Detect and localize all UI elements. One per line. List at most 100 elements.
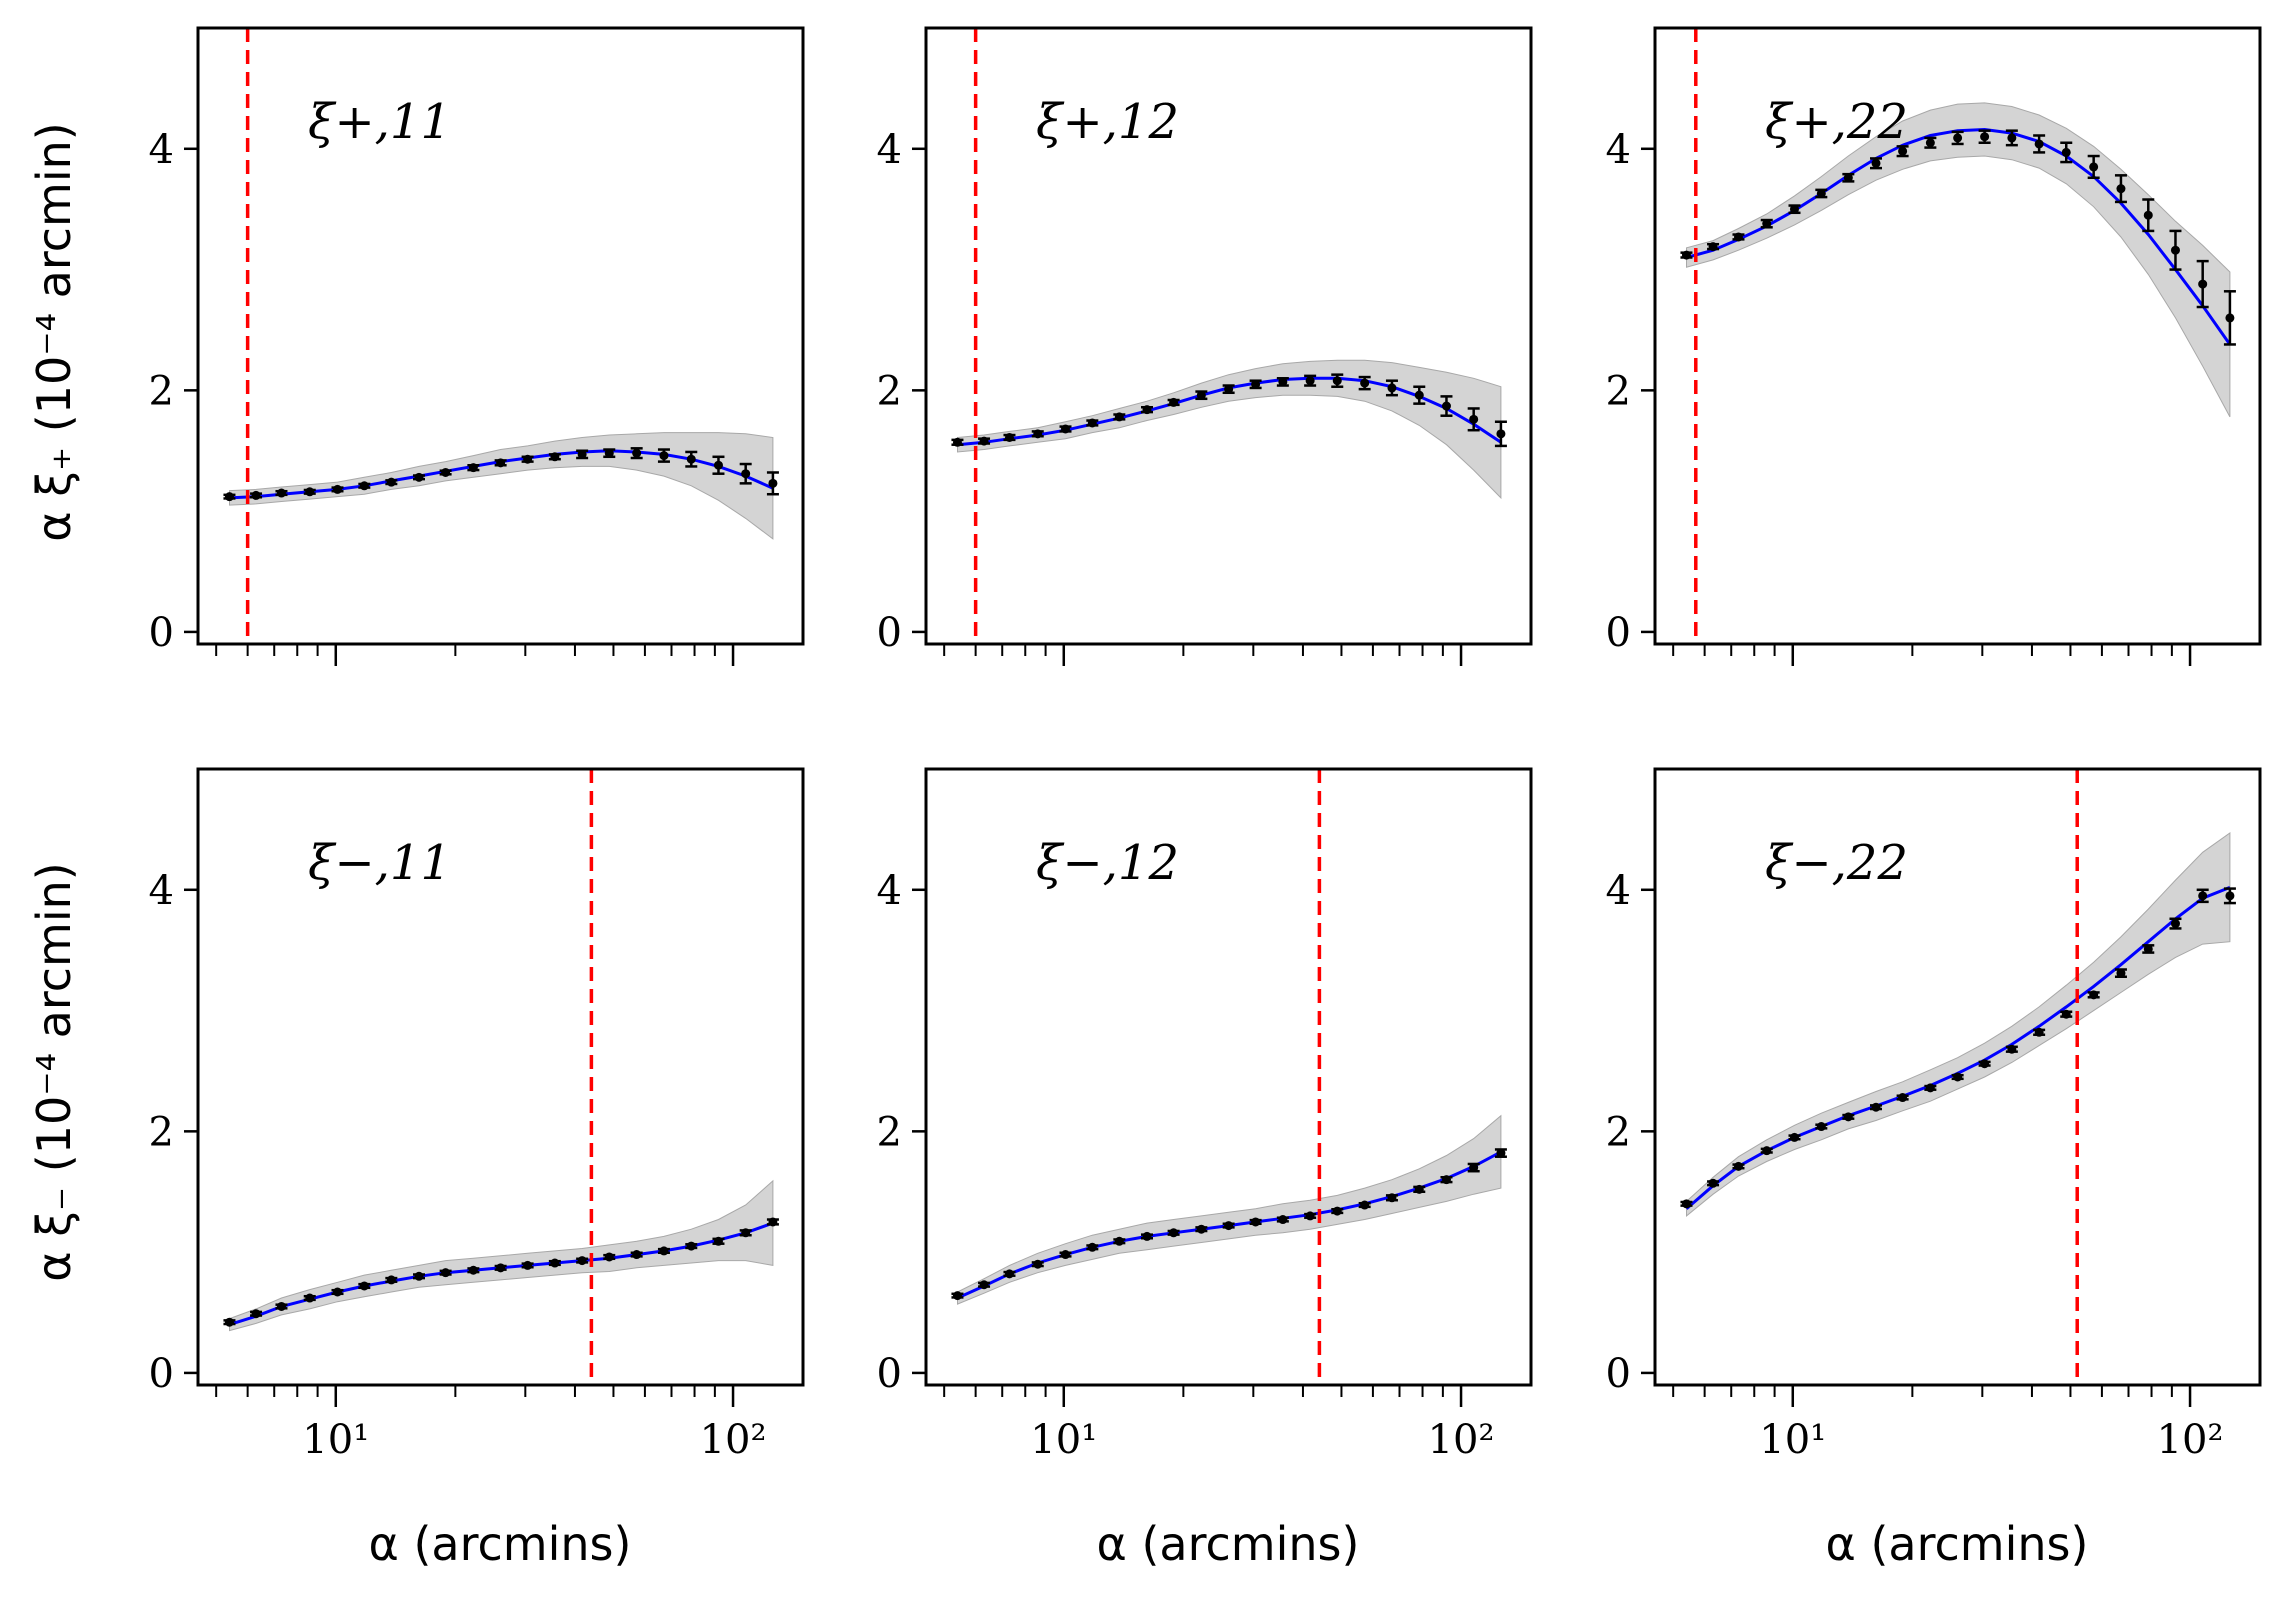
data-point [1360, 1200, 1370, 1210]
data-point [414, 1271, 424, 1281]
data-point [2225, 891, 2235, 901]
data-point [741, 1228, 751, 1238]
data-point [1387, 1193, 1397, 1203]
ytick-label: 2 [877, 1109, 902, 1155]
data-point [1004, 1269, 1014, 1279]
panel-5: 0 2 4 10¹ 10² ξ−,22 [1606, 767, 2262, 1463]
data-point [523, 1260, 533, 1270]
data-point [468, 1265, 478, 1275]
data-point [2061, 147, 2071, 157]
xtick-label: 10² [2157, 1417, 2224, 1463]
data-point [1278, 377, 1288, 387]
data-point [386, 1275, 396, 1285]
data-point [359, 1281, 369, 1291]
data-point [1762, 1146, 1772, 1156]
data-point [1496, 1148, 1506, 1158]
panel-2: 0 2 4 ξ+,22 [1606, 26, 2262, 666]
xtick-label: 10¹ [1759, 1417, 1826, 1463]
data-point [1871, 158, 1881, 168]
data-point [1305, 376, 1315, 386]
data-point [1114, 412, 1124, 422]
data-point [224, 492, 234, 502]
ytick-label: 4 [1606, 127, 1631, 173]
data-point [2198, 891, 2208, 901]
data-point [332, 484, 342, 494]
data-point [441, 1268, 451, 1278]
data-point [1953, 133, 1963, 143]
data-point [604, 448, 614, 458]
data-point [1087, 418, 1097, 428]
data-point [305, 487, 315, 497]
data-point [1033, 429, 1043, 439]
data-point [2170, 919, 2180, 929]
ytick-label: 2 [149, 368, 174, 414]
data-point [741, 469, 751, 479]
panel-0: 0 2 4 ξ+,11 [149, 26, 805, 666]
data-point [1332, 376, 1342, 386]
data-point [577, 449, 587, 459]
data-point [713, 1236, 723, 1246]
data-point [1414, 1184, 1424, 1194]
plot-frame [924, 26, 1533, 646]
ytick-label: 0 [149, 1351, 174, 1397]
uncertainty-band [957, 359, 1502, 500]
data-point [979, 436, 989, 446]
panels-group: 0 2 4 ξ+,11 0 2 4 ξ+,12 0 2 4 ξ+,22 0 2 4 10¹ 10² ξ−,11 0 2… [149, 26, 2262, 1463]
data-point [1142, 405, 1152, 415]
data-point [2007, 133, 2017, 143]
data-point [659, 451, 669, 461]
data-point [2225, 313, 2235, 323]
data-point [2143, 944, 2153, 954]
ytick-label: 2 [1606, 1109, 1631, 1155]
plot-frame [1653, 26, 2262, 646]
data-point [1843, 173, 1853, 183]
ytick-label: 2 [877, 368, 902, 414]
data-point [952, 437, 962, 447]
panel-4: 0 2 4 10¹ 10² ξ−,12 [877, 767, 1533, 1463]
data-point [768, 478, 778, 488]
data-point [1196, 390, 1206, 400]
data-point [632, 448, 642, 458]
data-point [1980, 1059, 1990, 1069]
panel-label: ξ+,22 [1765, 94, 1908, 150]
data-point [1360, 378, 1370, 388]
uncertainty-band [1686, 102, 2231, 418]
ytick-label: 0 [877, 610, 902, 656]
data-point [2007, 1044, 2017, 1054]
data-point [1733, 232, 1743, 242]
data-point [659, 1246, 669, 1256]
data-point [1898, 146, 1908, 156]
data-point [386, 477, 396, 487]
data-point [1469, 414, 1479, 424]
data-point [1816, 1122, 1826, 1132]
data-point [276, 1301, 286, 1311]
data-point [2089, 990, 2099, 1000]
data-point [332, 1287, 342, 1297]
data-point [2170, 245, 2180, 255]
data-point [1224, 384, 1234, 394]
ytick-label: 0 [1606, 610, 1631, 656]
panel-label: ξ−,11 [308, 835, 451, 891]
ytick-label: 4 [877, 868, 902, 914]
uncertainty-band [229, 432, 774, 540]
panel-label: ξ−,22 [1765, 835, 1908, 891]
ytick-label: 0 [877, 1351, 902, 1397]
data-point [952, 1291, 962, 1301]
data-point [1060, 424, 1070, 434]
data-point [1305, 1211, 1315, 1221]
plot-frame [924, 767, 1533, 1387]
data-point [1332, 1206, 1342, 1216]
plot-frame [196, 767, 805, 1387]
data-point [1733, 1161, 1743, 1171]
data-point [713, 460, 723, 470]
data-point [1708, 242, 1718, 252]
panel-3: 0 2 4 10¹ 10² ξ−,11 [149, 767, 805, 1463]
data-point [1087, 1242, 1097, 1252]
data-point [1816, 188, 1826, 198]
xtick-label: 10² [1428, 1417, 1495, 1463]
uncertainty-band [957, 1114, 1502, 1305]
data-point [496, 458, 506, 468]
data-point [1925, 1083, 1935, 1093]
data-point [359, 481, 369, 491]
